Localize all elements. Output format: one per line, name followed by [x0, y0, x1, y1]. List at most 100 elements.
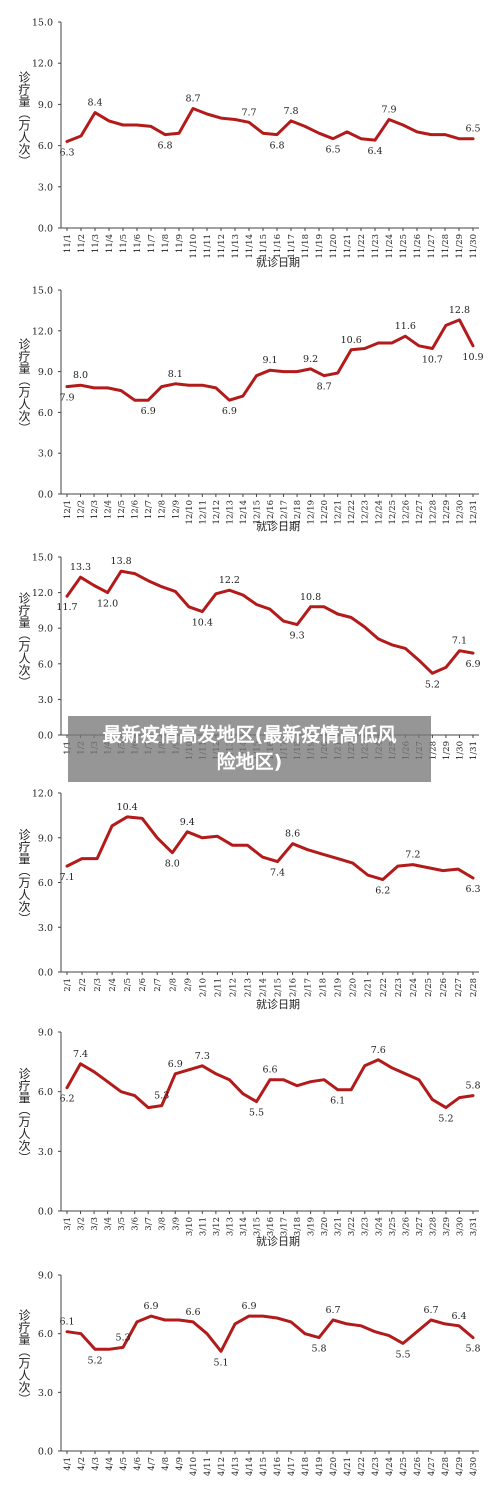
y-axis-label: 诊疗量（万人次）: [17, 592, 31, 688]
y-tick-label: 3.0: [38, 182, 53, 193]
data-label: 10.4: [117, 802, 138, 813]
data-label: 7.6: [371, 1045, 386, 1056]
data-point: [350, 1088, 353, 1091]
x-tick-label: 11/30: [469, 234, 479, 259]
data-point: [359, 137, 363, 140]
x-tick-label: 11/10: [189, 234, 199, 259]
data-point: [351, 861, 354, 865]
data-point: [390, 341, 393, 345]
y-tick-label: 6.0: [38, 659, 53, 670]
data-point: [275, 1316, 279, 1320]
data-point: [163, 133, 167, 136]
x-tick-label: 2/26: [439, 978, 449, 997]
data-label: 7.9: [381, 105, 396, 116]
data-point: [336, 612, 339, 616]
x-tick-label: 3/4: [104, 1217, 114, 1231]
x-tick-label: 2/16: [289, 978, 299, 997]
x-tick-label: 2/3: [93, 978, 103, 992]
x-tick-label: 3/16: [266, 1217, 276, 1236]
data-label: 6.1: [59, 1317, 74, 1328]
data-label: 7.9: [59, 393, 74, 404]
data-point: [79, 1332, 83, 1335]
x-tick-label: 1/31: [469, 741, 479, 760]
data-point: [471, 344, 475, 347]
data-point: [303, 1332, 307, 1335]
x-tick-label: 12/21: [334, 500, 344, 525]
data-point: [322, 605, 326, 609]
x-tick-label: 4/29: [455, 1457, 465, 1476]
data-point: [246, 844, 249, 847]
data-label: 6.3: [465, 884, 480, 895]
data-label: 7.4: [270, 868, 285, 879]
data-point: [119, 389, 123, 392]
y-tick-label: 12.0: [32, 789, 53, 800]
data-point: [171, 851, 174, 854]
data-label: 5.1: [213, 1357, 228, 1368]
data-point: [317, 132, 321, 135]
data-point: [444, 1106, 448, 1109]
data-point: [261, 132, 265, 135]
x-tick-label: 4/19: [315, 1457, 325, 1476]
x-tick-label: 1/29: [442, 741, 452, 760]
x-tick-label: 2/9: [183, 978, 193, 992]
x-tick-label: 12/5: [117, 500, 127, 519]
data-point: [201, 1064, 204, 1068]
data-point: [404, 1072, 407, 1075]
data-point: [160, 585, 163, 588]
x-tick-label: 3/12: [212, 1217, 222, 1236]
x-tick-label: 2/15: [274, 978, 284, 997]
series-line: [65, 1314, 475, 1353]
data-point: [444, 324, 448, 327]
data-label: 8.0: [73, 370, 88, 381]
data-point: [471, 137, 475, 140]
data-point: [373, 138, 377, 142]
data-point: [377, 637, 380, 641]
data-point: [163, 1318, 167, 1322]
chart-panel-1: 0.0 3.0 6.0 9.0 12.0 15.0 诊疗量（万人次） 11/1 11/2 11/3…: [17, 18, 481, 270]
x-tick-label: 12/25: [388, 500, 398, 525]
x-tick-label: 2/13: [243, 978, 253, 997]
data-point: [110, 824, 114, 828]
x-tick-label: 2/19: [334, 978, 344, 997]
y-tick-label: 3.0: [38, 1147, 53, 1158]
data-point: [133, 1094, 136, 1097]
y-axis-label: 诊疗量（万人次）: [17, 1067, 31, 1163]
x-tick-label: 11/18: [301, 234, 311, 259]
data-point: [79, 134, 83, 138]
data-point: [247, 1314, 251, 1318]
x-tick-label: 11/24: [385, 234, 395, 259]
data-point: [331, 137, 335, 140]
x-tick-label: 4/7: [147, 1457, 157, 1471]
data-point: [471, 1336, 475, 1339]
x-tick-label: 12/27: [415, 500, 425, 525]
data-label: 5.2: [438, 1114, 453, 1125]
data-point: [186, 830, 189, 833]
data-label: 12.8: [449, 305, 470, 316]
data-point: [247, 121, 251, 124]
data-point: [289, 119, 293, 123]
y-tick-label: 0.0: [38, 968, 53, 979]
data-point: [317, 1336, 321, 1339]
x-tick-label: 12/19: [307, 500, 317, 525]
data-label: 8.7: [185, 94, 200, 105]
x-tick-label: 4/15: [259, 1457, 269, 1476]
x-tick-label: 12/20: [320, 500, 330, 525]
data-point: [309, 605, 312, 609]
data-point: [373, 1330, 377, 1333]
data-point: [255, 603, 258, 606]
x-tick-label: 4/26: [413, 1457, 423, 1476]
data-point: [95, 857, 99, 860]
x-tick-label: 12/1: [63, 500, 73, 519]
x-tick-label: 11/26: [413, 234, 423, 259]
data-point: [191, 107, 195, 110]
x-tick-label: 3/14: [239, 1217, 249, 1236]
data-label: 10.9: [462, 352, 483, 363]
y-tick-label: 15.0: [32, 18, 53, 29]
data-point: [411, 863, 415, 866]
x-tick-label: 11/21: [343, 234, 353, 259]
x-tick-label: 4/16: [273, 1457, 283, 1476]
data-label: 5.3: [154, 1091, 169, 1102]
data-label: 13.8: [111, 556, 132, 567]
x-tick-label: 3/10: [185, 1217, 195, 1236]
